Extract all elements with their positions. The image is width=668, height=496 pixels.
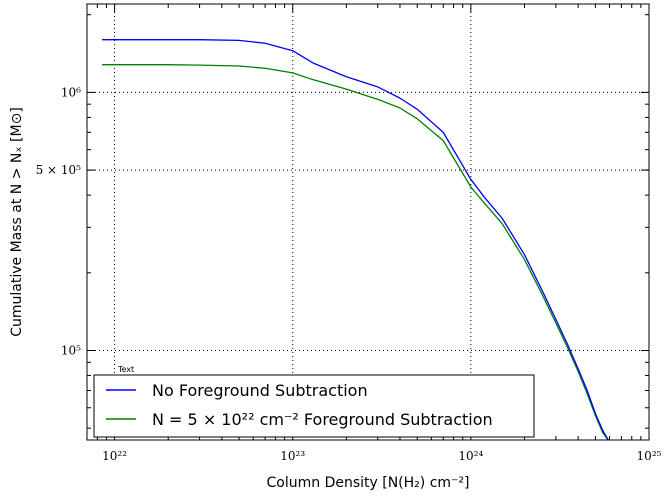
grid-lines <box>87 4 649 440</box>
plot-area <box>87 4 649 440</box>
legend-label-no-foreground-subtraction: No Foreground Subtraction <box>152 381 368 400</box>
legend-label-foreground-subtraction: N = 5 × 10²² cm⁻² Foreground Subtraction <box>152 410 493 429</box>
x-axis-title: Column Density [N(H₂) cm⁻²] <box>267 475 470 491</box>
x-tick-label: 10²⁴ <box>458 449 483 463</box>
series-line-1 <box>102 64 609 440</box>
x-tick-label: 10²⁵ <box>637 449 662 463</box>
series-line-0 <box>102 39 609 440</box>
legend: No Foreground Subtraction N = 5 × 10²² c… <box>93 374 535 438</box>
plot-frame <box>86 3 650 441</box>
legend-box <box>93 374 535 438</box>
y-tick-label: 10⁵ <box>61 343 81 357</box>
y-tick-label: 10⁶ <box>61 85 81 99</box>
y-tick-label: 5 × 10⁵ <box>36 163 82 177</box>
annotation-text: Text <box>117 365 134 374</box>
series-group <box>102 39 609 440</box>
x-tick-label: 10²³ <box>280 449 305 463</box>
y-axis-title: Cumulative Mass at N > Nₓ [M⊙] <box>9 107 25 337</box>
tick-labels: 10²² 10²³ 10²⁴ 10²⁵ 10⁵ 5 × 10⁵ 10⁶ <box>36 85 662 463</box>
x-tick-label: 10²² <box>102 449 127 463</box>
